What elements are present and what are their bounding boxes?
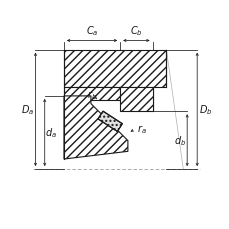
Polygon shape	[64, 87, 120, 100]
Text: $C_a$: $C_a$	[85, 24, 98, 38]
Text: $d_a$: $d_a$	[45, 126, 57, 140]
Polygon shape	[64, 50, 166, 87]
Polygon shape	[64, 96, 127, 159]
Text: $r_b$: $r_b$	[87, 89, 97, 101]
Polygon shape	[120, 87, 152, 112]
Polygon shape	[98, 112, 122, 132]
Text: $D_a$: $D_a$	[21, 103, 34, 117]
Text: $D_b$: $D_b$	[198, 103, 211, 117]
Text: $d_b$: $d_b$	[174, 134, 185, 147]
Text: $r_a$: $r_a$	[136, 122, 146, 135]
Text: $C_b$: $C_b$	[129, 24, 142, 38]
